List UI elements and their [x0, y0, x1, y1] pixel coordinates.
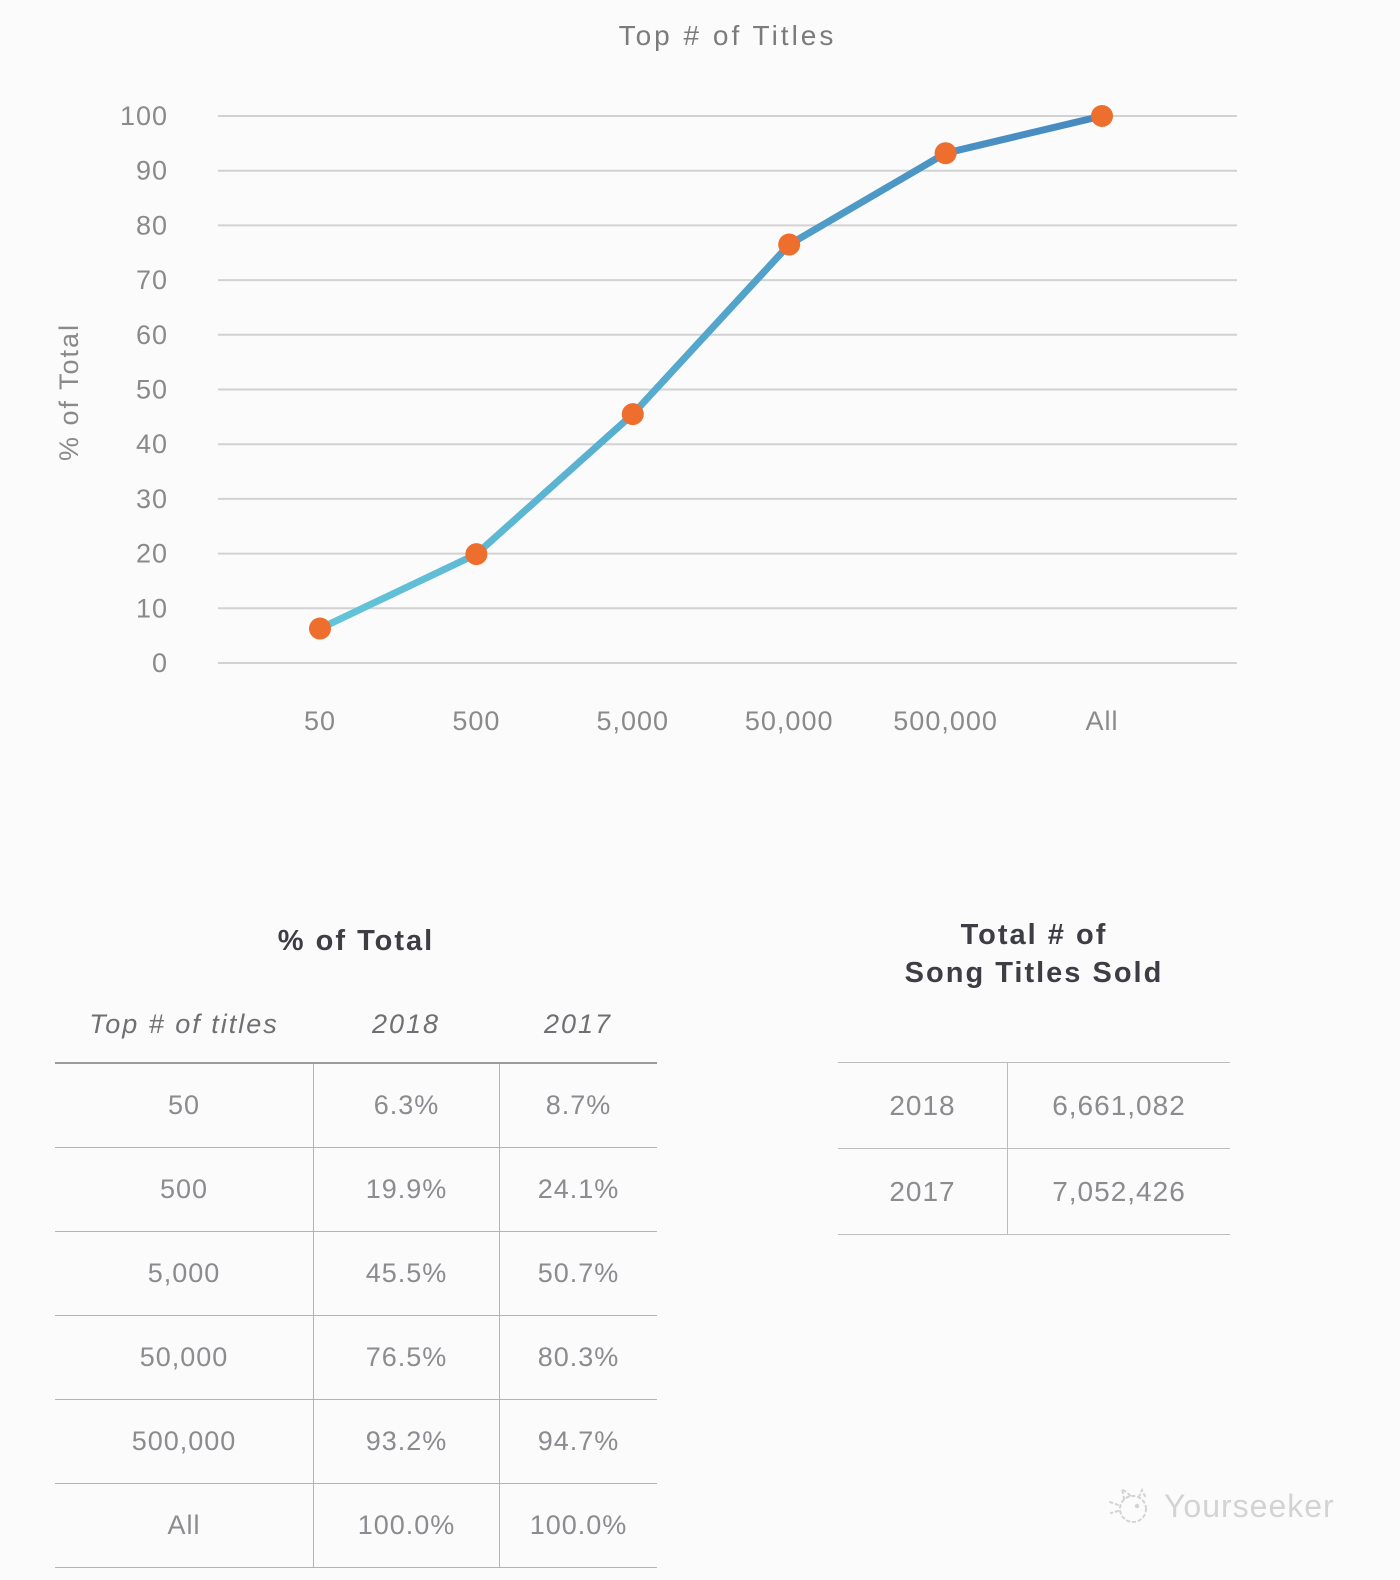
sold-table-body: 2018 6,661,082 2017 7,052,426	[838, 1062, 1230, 1235]
table-row: 50 6.3% 8.7%	[55, 1064, 657, 1148]
svg-text:5,000: 5,000	[597, 706, 670, 736]
svg-text:500,000: 500,000	[893, 706, 998, 736]
sold-table-title-line2: Song Titles Sold	[904, 957, 1164, 989]
table-cell: 50,000	[139, 1342, 229, 1372]
sold-table-title: Total # of Song Titles Sold	[838, 916, 1230, 992]
table-row: 50,000 76.5% 80.3%	[55, 1316, 657, 1400]
table-cell: 50.7%	[499, 1232, 657, 1315]
col-header-2018: 2018	[371, 1008, 441, 1039]
table-cell: 6,661,082	[1007, 1063, 1230, 1148]
svg-text:500: 500	[452, 706, 500, 736]
svg-text:20: 20	[136, 539, 168, 569]
table-row: 500,000 93.2% 94.7%	[55, 1400, 657, 1484]
table-row: 2017 7,052,426	[838, 1149, 1230, 1235]
svg-text:30: 30	[136, 484, 168, 514]
line-chart: 0 10 20 30 40 50 60 70 80 90 100 50 500 5,000 50,000 50…	[54, 101, 1237, 736]
svg-text:60: 60	[136, 320, 168, 350]
table-cell: 8.7%	[499, 1064, 657, 1147]
sold-table-title-line1: Total # of	[960, 919, 1108, 951]
svg-text:50: 50	[136, 375, 168, 405]
table-cell: 7,052,426	[1007, 1149, 1230, 1234]
percent-table-header: Top # of titles 2018 2017	[55, 995, 657, 1053]
table-cell: 2017	[889, 1175, 956, 1207]
svg-text:70: 70	[136, 265, 168, 295]
table-cell: 80.3%	[499, 1316, 657, 1399]
chart-title: Top # of Titles	[618, 20, 837, 51]
table-cell: 76.5%	[313, 1316, 499, 1399]
table-cell: 93.2%	[313, 1400, 499, 1483]
table-cell: 500,000	[131, 1426, 237, 1456]
svg-text:40: 40	[136, 429, 168, 459]
table-cell: 2018	[889, 1089, 956, 1121]
svg-text:50: 50	[304, 706, 336, 736]
watermark: Yourseeker	[1108, 1483, 1335, 1529]
table-row: 5,000 45.5% 50.7%	[55, 1232, 657, 1316]
table-cell: 50	[167, 1090, 201, 1120]
svg-text:100: 100	[120, 101, 168, 131]
svg-text:50,000: 50,000	[745, 706, 834, 736]
percent-table-body: 50 6.3% 8.7% 500 19.9% 24.1% 5,000 45.5% 50.7% 50…	[55, 1062, 657, 1568]
table-cell: 94.7%	[499, 1400, 657, 1483]
table-row: 2018 6,661,082	[838, 1063, 1230, 1149]
cat-logo-icon	[1109, 1486, 1147, 1523]
table-cell: 45.5%	[313, 1232, 499, 1315]
table-row: 500 19.9% 24.1%	[55, 1148, 657, 1232]
percent-table-title: % of Total	[277, 925, 435, 957]
table-cell: 6.3%	[313, 1064, 499, 1147]
col-header-top-titles: Top # of titles	[89, 1008, 279, 1039]
watermark-label: Yourseeker	[1164, 1487, 1335, 1524]
col-header-2017: 2017	[543, 1008, 613, 1039]
svg-text:% of Total: % of Total	[54, 323, 84, 461]
table-cell: 100.0%	[313, 1484, 499, 1567]
svg-text:All: All	[1085, 706, 1118, 736]
svg-text:90: 90	[136, 156, 168, 186]
table-cell: 5,000	[147, 1258, 221, 1288]
table-cell: 100.0%	[499, 1484, 657, 1567]
table-row: All 100.0% 100.0%	[55, 1484, 657, 1568]
svg-text:80: 80	[136, 210, 168, 240]
svg-text:0: 0	[152, 648, 168, 678]
table-cell: 24.1%	[499, 1148, 657, 1231]
table-cell: All	[167, 1510, 201, 1540]
table-cell: 19.9%	[313, 1148, 499, 1231]
table-cell: 500	[159, 1174, 209, 1204]
svg-text:10: 10	[136, 593, 168, 623]
